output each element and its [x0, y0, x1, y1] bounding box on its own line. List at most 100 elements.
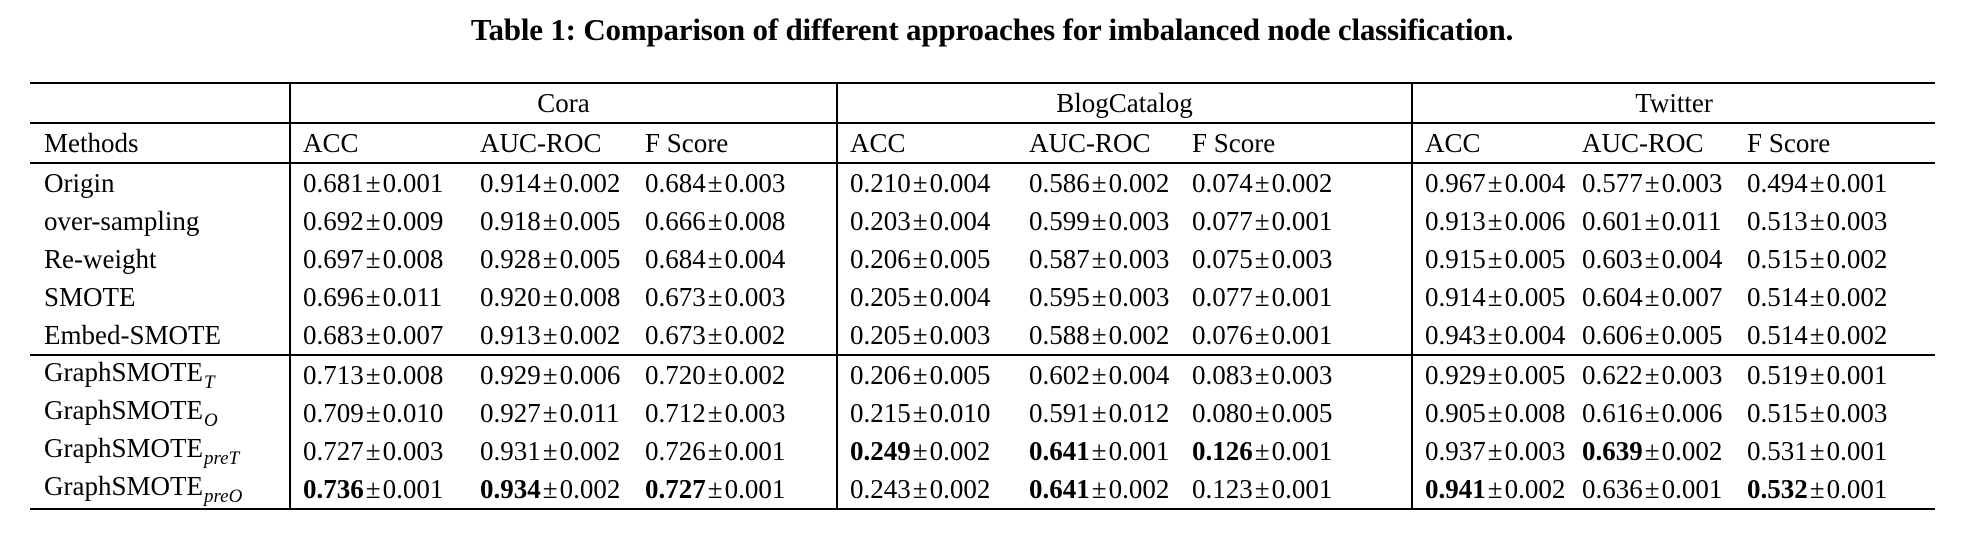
value-cell: 0.205±0.003 — [836, 316, 1018, 356]
value-cell: 0.531±0.001 — [1747, 435, 1888, 466]
value-cell: 0.494±0.001 — [1747, 167, 1888, 198]
value-cell: 0.076±0.001 — [1180, 316, 1413, 356]
value-cell: 0.914±0.005 — [1411, 278, 1571, 316]
value-cell: 0.920±0.008 — [480, 281, 621, 312]
value-cell: 0.077±0.001 — [1192, 281, 1333, 312]
value-cell: 0.515±0.002 — [1747, 243, 1888, 274]
value-cell: 0.641±0.001 — [1029, 435, 1170, 466]
value-cell: 0.514±0.002 — [1735, 316, 1936, 356]
value-cell: 0.587±0.003 — [1029, 243, 1170, 274]
method-subscript: preO — [203, 485, 243, 507]
col-header-twitter-acc: ACC — [1411, 123, 1571, 164]
value-cell: 0.622±0.003 — [1582, 359, 1723, 390]
value-cell: 0.641±0.002 — [1017, 470, 1181, 510]
value-cell: 0.929±0.006 — [480, 359, 621, 390]
value-cell: 0.692±0.009 — [289, 202, 468, 240]
col-header-blog-f: F Score — [1180, 123, 1413, 164]
value-cell: 0.591±0.012 — [1029, 397, 1170, 428]
value-cell: 0.123±0.001 — [1180, 470, 1413, 510]
value-cell: 0.075±0.003 — [1192, 243, 1333, 274]
value-cell: 0.696±0.011 — [289, 278, 468, 316]
value-cell: 0.601±0.011 — [1582, 205, 1722, 236]
value-cell: 0.077±0.001 — [1192, 205, 1333, 236]
value-cell: 0.727±0.003 — [289, 432, 468, 470]
value-cell: 0.713±0.008 — [289, 355, 468, 394]
table-row: Re-weight 0.697±0.008 0.928±0.005 0.684±0.0… — [30, 240, 1935, 278]
value-cell: 0.586±0.002 — [1029, 167, 1170, 198]
results-table: Cora BlogCatalog Twitter Methods ACC AUC… — [30, 82, 1936, 510]
value-cell: 0.515±0.003 — [1747, 397, 1888, 428]
table-row: over-sampling 0.692±0.009 0.918±0.005 0.666… — [30, 202, 1935, 240]
col-header-cora-f: F Score — [633, 123, 838, 164]
group-header-blogcatalog: BlogCatalog — [836, 82, 1413, 124]
method-subscript: preT — [203, 447, 240, 469]
value-cell: 0.736±0.001 — [289, 470, 468, 510]
value-cell: 0.599±0.003 — [1029, 205, 1170, 236]
value-cell: 0.206±0.005 — [836, 355, 1018, 394]
value-cell: 0.905±0.008 — [1411, 394, 1571, 432]
value-cell: 0.943±0.004 — [1411, 316, 1571, 356]
table-row: GraphSMOTEpreO 0.736±0.001 0.934±0.002 0.72… — [30, 470, 1936, 510]
value-cell: 0.934±0.002 — [468, 470, 633, 510]
value-cell: 0.639±0.002 — [1582, 435, 1723, 466]
method-subscript: T — [203, 371, 215, 393]
value-cell: 0.577±0.003 — [1582, 167, 1723, 198]
method-label: Origin — [44, 167, 115, 198]
group-header-spacer — [30, 82, 290, 124]
value-cell: 0.927±0.011 — [480, 397, 620, 428]
value-cell: 0.519±0.001 — [1747, 359, 1888, 390]
value-cell: 0.709±0.010 — [289, 394, 468, 432]
method-label: GraphSMOTEpreO — [30, 470, 290, 510]
group-header-cora: Cora — [288, 82, 838, 124]
group-header-row: Cora BlogCatalog Twitter — [30, 82, 1936, 124]
value-cell: 0.205±0.004 — [836, 278, 1018, 316]
column-header-row: Methods ACC AUC-ROC F Score ACC AUC-ROC … — [30, 123, 1936, 164]
table-row: GraphSMOTEO 0.709±0.010 0.927±0.011 0.712±0… — [30, 394, 1935, 432]
value-cell: 0.514±0.002 — [1747, 281, 1888, 312]
col-header-cora-auc: AUC-ROC — [468, 123, 633, 164]
method-label: GraphSMOTEpreT — [44, 432, 240, 469]
table-row: Origin 0.681±0.001 0.914±0.002 0.684±0.003 0… — [30, 163, 1935, 202]
value-cell: 0.937±0.003 — [1411, 432, 1571, 470]
table-row: GraphSMOTET 0.713±0.008 0.929±0.006 0.720±0… — [30, 355, 1935, 394]
value-cell: 0.243±0.002 — [836, 470, 1018, 510]
value-cell: 0.720±0.002 — [645, 359, 786, 390]
value-cell: 0.914±0.002 — [480, 167, 621, 198]
value-cell: 0.595±0.003 — [1029, 281, 1170, 312]
value-cell: 0.203±0.004 — [836, 202, 1018, 240]
value-cell: 0.931±0.002 — [480, 435, 621, 466]
col-header-blog-acc: ACC — [836, 123, 1018, 164]
table-caption: Table 1: Comparison of different approac… — [470, 12, 1514, 47]
col-header-twitter-auc: AUC-ROC — [1570, 123, 1736, 164]
value-cell: 0.666±0.008 — [645, 205, 786, 236]
value-cell: 0.602±0.004 — [1029, 359, 1170, 390]
value-cell: 0.616±0.006 — [1582, 397, 1723, 428]
method-label: GraphSMOTEO — [44, 394, 218, 431]
col-header-cora-acc: ACC — [289, 123, 468, 164]
value-cell: 0.673±0.003 — [645, 281, 786, 312]
col-header-twitter-f: F Score — [1735, 123, 1936, 164]
value-cell: 0.727±0.001 — [633, 470, 838, 510]
col-header-blog-auc: AUC-ROC — [1017, 123, 1181, 164]
value-cell: 0.697±0.008 — [289, 240, 468, 278]
value-cell: 0.673±0.002 — [633, 316, 838, 356]
value-cell: 0.681±0.001 — [289, 163, 468, 202]
value-cell: 0.683±0.007 — [289, 316, 468, 356]
value-cell: 0.712±0.003 — [645, 397, 786, 428]
value-cell: 0.928±0.005 — [480, 243, 621, 274]
value-cell: 0.913±0.002 — [468, 316, 633, 356]
method-subscript: O — [203, 409, 218, 431]
value-cell: 0.532±0.001 — [1735, 470, 1936, 510]
method-label: GraphSMOTET — [44, 356, 215, 393]
value-cell: 0.249±0.002 — [836, 432, 1018, 470]
value-cell: 0.913±0.006 — [1411, 202, 1571, 240]
method-label: over-sampling — [44, 205, 200, 236]
table-body: Origin 0.681±0.001 0.914±0.002 0.684±0.003 0… — [30, 163, 1936, 510]
method-label: Embed-SMOTE — [30, 316, 290, 356]
value-cell: 0.513±0.003 — [1747, 205, 1888, 236]
method-label: SMOTE — [44, 281, 136, 312]
method-label: Re-weight — [44, 243, 157, 274]
methods-header: Methods — [30, 123, 290, 164]
value-cell: 0.941±0.002 — [1411, 470, 1571, 510]
value-cell: 0.126±0.001 — [1192, 435, 1333, 466]
